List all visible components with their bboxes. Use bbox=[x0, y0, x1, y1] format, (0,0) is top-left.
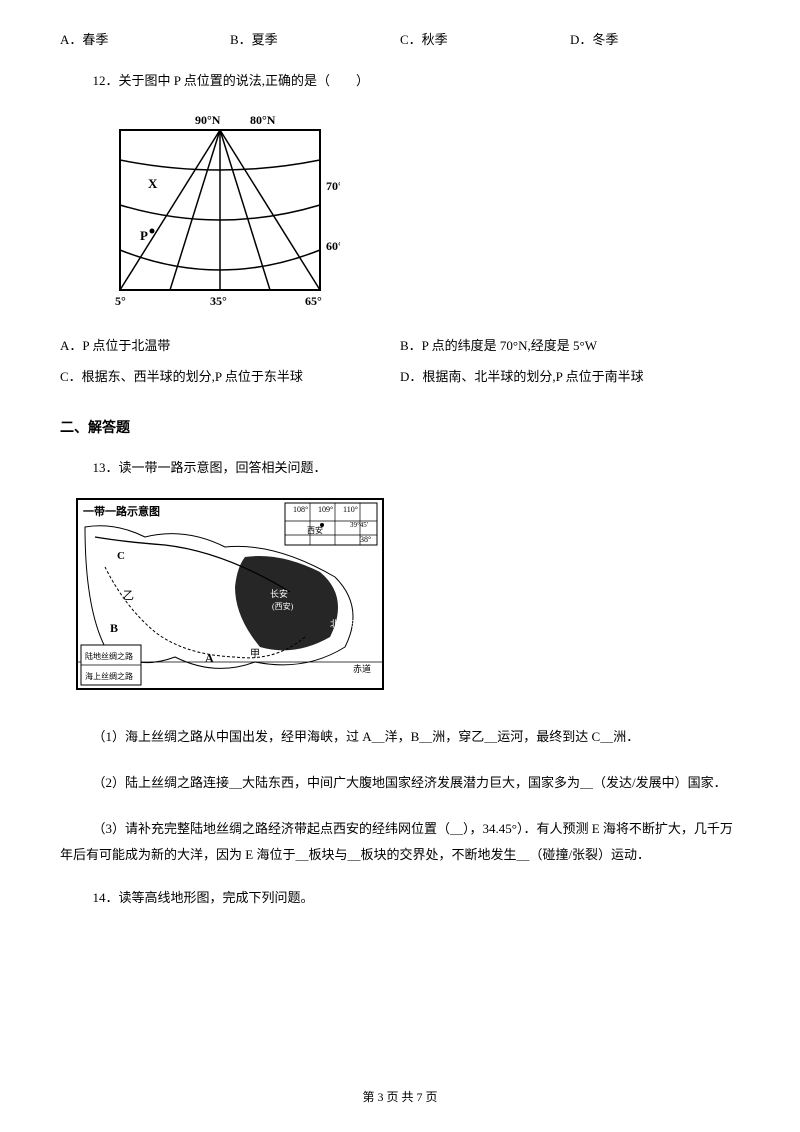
q14-stem: 14．读等高线地形图，完成下列问题。 bbox=[60, 888, 740, 909]
fig2-title: 一带一路示意图 bbox=[83, 504, 160, 518]
inset-lat2: 38° bbox=[360, 535, 371, 544]
q11-option-d: D．冬季 bbox=[570, 30, 740, 51]
marker-c: C bbox=[117, 550, 125, 562]
legend-land: 陆地丝绸之路 bbox=[85, 651, 133, 661]
inset-lon3: 110° bbox=[343, 505, 358, 514]
fig1-label-p: P bbox=[140, 228, 148, 243]
marker-jia: 甲 bbox=[250, 649, 260, 660]
q13-figure: 一带一路示意图 108° 109° 110° 39°45′ 38° 西安 赤道 … bbox=[75, 497, 740, 699]
q11-option-a: A．春季 bbox=[60, 30, 230, 51]
q13-sub3: （3）请补充完整陆地丝绸之路经济带起点西安的经纬网位置（＿），34.45°）．有… bbox=[60, 816, 740, 868]
fig1-label-80n: 80°N bbox=[250, 113, 276, 127]
inset-lon1: 108° bbox=[293, 505, 308, 514]
marker-a: A bbox=[205, 651, 214, 665]
marker-yi: 乙 bbox=[123, 589, 134, 602]
inset-city: 西安 bbox=[307, 525, 323, 535]
q12-stem: 12．关于图中 P 点位置的说法,正确的是（ ） bbox=[60, 71, 740, 92]
q12-options: A．P 点位于北温带 B．P 点的纬度是 70°N,经度是 5°W C．根据东、… bbox=[60, 336, 740, 398]
equator-label: 赤道 bbox=[353, 663, 371, 674]
fig1-label-x: X bbox=[148, 176, 158, 191]
fig1-label-90n: 90°N bbox=[195, 113, 221, 127]
q12-option-d: D．根据南、北半球的划分,P 点位于南半球 bbox=[400, 367, 740, 388]
q11-option-b: B．夏季 bbox=[230, 30, 400, 51]
page-footer: 第 3 页 共 7 页 bbox=[0, 1088, 800, 1107]
fig1-label-60n: 60°N bbox=[326, 239, 340, 253]
fig1-label-70n: 70°N bbox=[326, 179, 340, 193]
legend-sea: 海上丝绸之路 bbox=[85, 671, 133, 681]
marker-b: B bbox=[110, 621, 118, 635]
section-2-title: 二、解答题 bbox=[60, 418, 740, 440]
label-changan: 长安 bbox=[270, 588, 288, 599]
q13-sub1: （1）海上丝绸之路从中国出发，经甲海峡，过 A＿洋，B＿洲，穿乙＿运河，最终到达… bbox=[60, 724, 740, 750]
q12-option-a: A．P 点位于北温带 bbox=[60, 336, 400, 357]
q11-option-c: C．秋季 bbox=[400, 30, 570, 51]
q11-options: A．春季 B．夏季 C．秋季 D．冬季 bbox=[60, 30, 740, 51]
inset-lat1: 39°45′ bbox=[350, 521, 369, 529]
label-beihui: 北回归线 bbox=[330, 618, 366, 629]
q13-sub2: （2）陆上丝绸之路连接＿大陆东西，中间广大腹地国家经济发展潜力巨大，国家多为＿（… bbox=[60, 770, 740, 796]
inset-lon2: 109° bbox=[318, 505, 333, 514]
fig1-label-65: 65° bbox=[305, 294, 322, 308]
fig1-label-35: 35° bbox=[210, 294, 227, 308]
q12-option-b: B．P 点的纬度是 70°N,经度是 5°W bbox=[400, 336, 740, 357]
label-xian2: (西安) bbox=[272, 601, 294, 611]
q13-stem: 13．读一带一路示意图，回答相关问题． bbox=[60, 458, 740, 479]
q12-figure: 90°N 80°N 70°N 60°N 5° 35° 65° X P bbox=[100, 110, 740, 317]
fig1-label-5: 5° bbox=[115, 294, 126, 308]
q12-option-c: C．根据东、西半球的划分,P 点位于东半球 bbox=[60, 367, 400, 388]
